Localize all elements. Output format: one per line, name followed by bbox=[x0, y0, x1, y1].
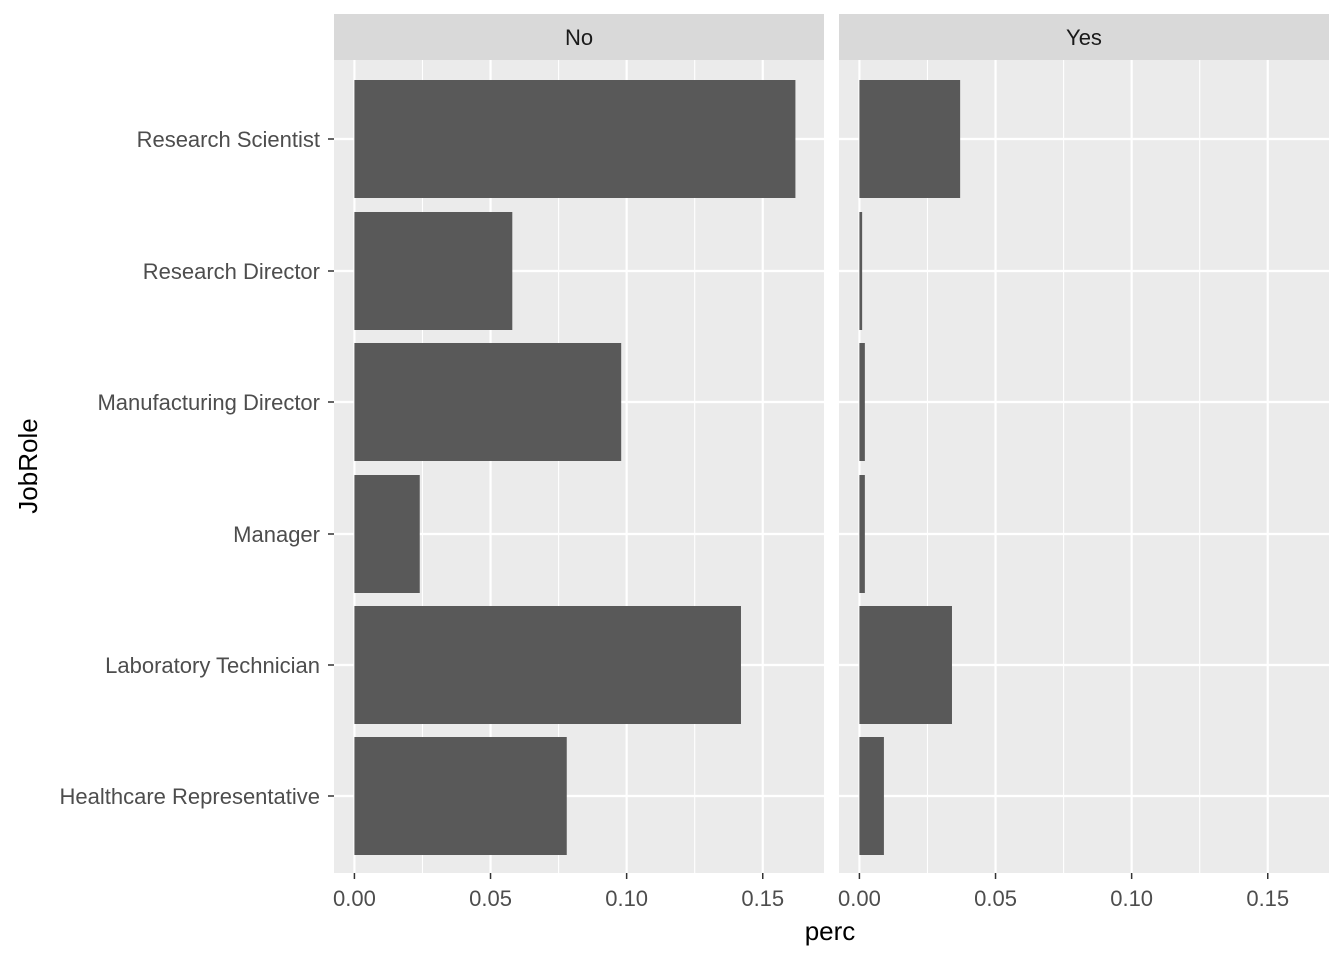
bar-no-healthcare-representative bbox=[354, 737, 567, 855]
x-tick-label-yes: 0.15 bbox=[1246, 886, 1289, 911]
y-tick-label-research-director: Research Director bbox=[143, 259, 320, 284]
x-tick-label-yes: 0.00 bbox=[838, 886, 881, 911]
panel-yes: Yes 0.00 0.05 0.10 0.15 bbox=[838, 14, 1329, 911]
bar-yes-research-director bbox=[859, 212, 863, 330]
bar-yes-manufacturing-director bbox=[859, 343, 865, 461]
facet-strip-no bbox=[334, 14, 824, 60]
bar-yes-manager bbox=[859, 475, 865, 593]
y-tick-label-laboratory-technician: Laboratory Technician bbox=[105, 653, 320, 678]
bar-yes-research-scientist bbox=[859, 80, 961, 198]
y-tick-label-manager: Manager bbox=[233, 522, 320, 547]
bar-no-laboratory-technician bbox=[354, 606, 741, 724]
bar-yes-laboratory-technician bbox=[859, 606, 952, 724]
panels-layer: No 0.00 0.05 0.10 0.15 Yes 0.00 0.05 0.10 0.15 bbox=[333, 14, 1329, 911]
x-axis-title: perc bbox=[805, 916, 856, 946]
x-tick-label-yes: 0.05 bbox=[974, 886, 1017, 911]
x-tick-label-yes: 0.10 bbox=[1110, 886, 1153, 911]
bar-no-research-director bbox=[354, 212, 513, 330]
x-tick-label-no: 0.05 bbox=[469, 886, 512, 911]
x-tick-label-no: 0.00 bbox=[333, 886, 376, 911]
facet-strip-yes bbox=[839, 14, 1329, 60]
facet-strip-label-no: No bbox=[565, 25, 593, 50]
panel-no: No 0.00 0.05 0.10 0.15 bbox=[333, 14, 824, 911]
y-tick-label-research-scientist: Research Scientist bbox=[137, 127, 320, 152]
facet-strip-label-yes: Yes bbox=[1066, 25, 1102, 50]
x-tick-label-no: 0.10 bbox=[605, 886, 648, 911]
y-tick-label-manufacturing-director: Manufacturing Director bbox=[97, 390, 320, 415]
y-axis-title: JobRole bbox=[13, 418, 43, 513]
bar-no-manager bbox=[354, 475, 420, 593]
bar-no-research-scientist bbox=[354, 80, 796, 198]
y-axis: Research Scientist Research Director Manuf… bbox=[60, 127, 334, 809]
x-tick-label-no: 0.15 bbox=[741, 886, 784, 911]
bar-yes-healthcare-representative bbox=[859, 737, 884, 855]
y-tick-label-healthcare-representative: Healthcare Representative bbox=[60, 784, 320, 809]
bar-no-manufacturing-director bbox=[354, 343, 622, 461]
